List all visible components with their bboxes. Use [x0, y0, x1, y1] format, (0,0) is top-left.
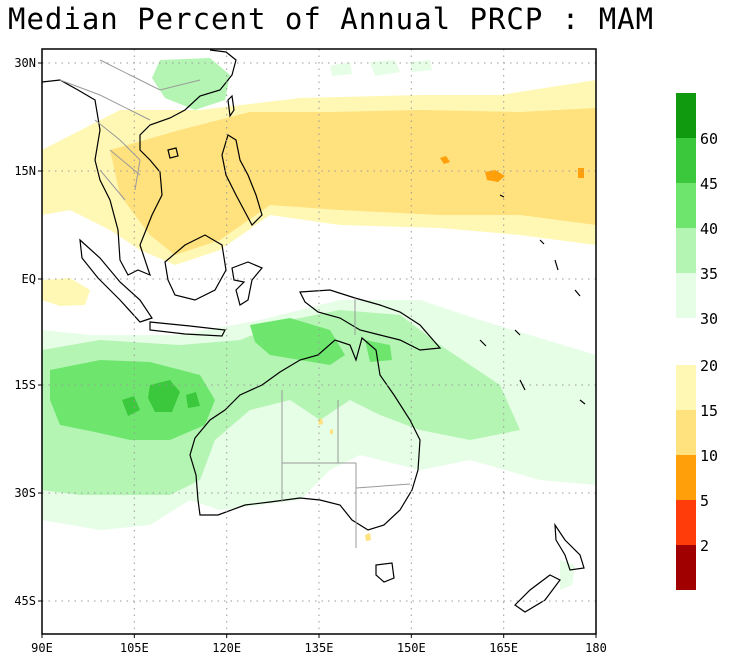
- colorbar-label-2: 2: [700, 537, 709, 555]
- shade-patch-china-green: [152, 58, 230, 110]
- colorbar-swatch-35: [676, 228, 696, 273]
- lat-label-m45: 45S: [14, 594, 36, 608]
- boundary-layer: [59, 59, 411, 548]
- lat-label-0: EQ: [22, 272, 36, 286]
- colorbar-label-35: 35: [700, 265, 718, 283]
- colorbar-label-10: 10: [700, 447, 718, 465]
- lat-axis: [38, 62, 42, 602]
- coast-sulawesi: [231, 261, 263, 306]
- lat-label-m30: 30S: [14, 486, 36, 500]
- colorbar-swatch-5: [676, 500, 696, 545]
- colorbar-swatch-40: [676, 183, 696, 228]
- coast-philippines: [221, 134, 263, 226]
- coast-taiwan: [227, 94, 235, 118]
- lon-label-150: 150E: [397, 641, 426, 655]
- coast-new-guinea: [299, 289, 442, 351]
- boundary-indochina: [94, 119, 141, 201]
- boundary-australia-states: [281, 390, 411, 548]
- boundary-china: [59, 59, 201, 121]
- lon-label-105: 105E: [120, 641, 149, 655]
- shade-patch-south-china-sea: [42, 278, 90, 306]
- colorbar-label-45: 45: [700, 175, 718, 193]
- coast-australia: [189, 336, 421, 531]
- colorbar-swatch-15: [676, 410, 696, 455]
- lon-label-135: 135E: [305, 641, 334, 655]
- lon-tick-labels: 90E 105E 120E 135E 150E 165E 180: [31, 641, 607, 655]
- colorbar-label-20: 20: [700, 357, 718, 375]
- coast-sumatra: [79, 238, 153, 323]
- lon-label-90: 90E: [31, 641, 53, 655]
- colorbar-swatch-45: [676, 138, 696, 183]
- coast-pacific-islands: [479, 194, 586, 405]
- lon-axis: [41, 634, 597, 638]
- shading-layer: [42, 58, 596, 590]
- colorbar-swatch-20: [676, 365, 696, 410]
- shade-south-dark: [122, 380, 200, 416]
- grid-layer: [42, 49, 596, 634]
- colorbar-label-60: 60: [700, 130, 718, 148]
- lon-label-165: 165E: [489, 641, 518, 655]
- coast-asia-mainland: [42, 49, 237, 277]
- coast-tasmania: [375, 562, 395, 583]
- coast-new-zealand-south: [514, 574, 561, 613]
- lat-label-30: 30N: [14, 56, 36, 70]
- lat-label-m15: 15S: [14, 378, 36, 392]
- lat-tick-labels: 30N 15N EQ 15S 30S 45S: [14, 56, 36, 608]
- lon-label-180: 180: [585, 641, 607, 655]
- coast-borneo: [164, 234, 227, 301]
- colorbar-lower: 20 15 10 5 2: [676, 357, 718, 590]
- colorbar-swatch-2: [676, 545, 696, 590]
- coast-hainan: [167, 147, 179, 159]
- colorbar-label-15: 15: [700, 402, 718, 420]
- shade-patch-north-light: [330, 60, 432, 76]
- coastline-layer: [42, 49, 586, 613]
- colorbar-swatch-10: [676, 455, 696, 500]
- shade-band-north-mid: [110, 108, 596, 255]
- shade-nz-light: [560, 560, 575, 590]
- colorbar-label-5: 5: [700, 492, 709, 510]
- colorbar: 60 45 40 35 30 20 15 10 5 2: [676, 93, 718, 590]
- lon-label-120: 120E: [212, 641, 241, 655]
- coast-java: [149, 321, 226, 337]
- map-title: Median Percent of Annual PRCP : MAM: [8, 2, 655, 36]
- lat-label-15: 15N: [14, 164, 36, 178]
- colorbar-swatch-30: [676, 273, 696, 318]
- coast-new-zealand-north: [554, 522, 585, 571]
- colorbar-upper: 60 45 40 35 30: [676, 93, 718, 328]
- colorbar-swatch-60: [676, 93, 696, 138]
- shade-south-light: [42, 310, 520, 495]
- map-plot-area: [42, 49, 596, 634]
- colorbar-label-30: 30: [700, 310, 718, 328]
- colorbar-label-40: 40: [700, 220, 718, 238]
